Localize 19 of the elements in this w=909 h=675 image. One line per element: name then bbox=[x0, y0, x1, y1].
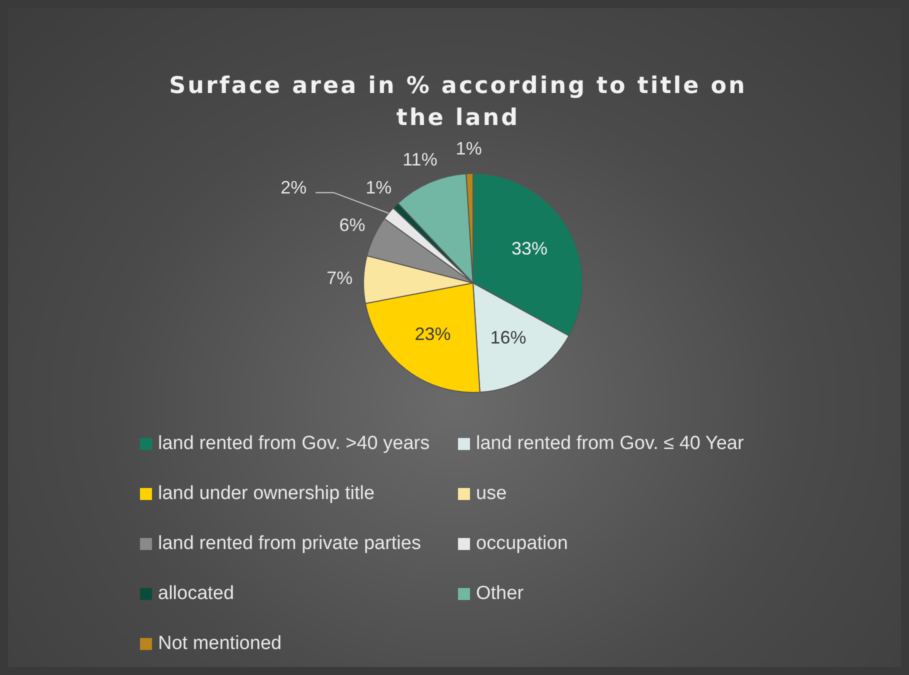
data-label: 6% bbox=[339, 215, 366, 236]
legend-label: land rented from Gov. ≤ 40 Year bbox=[476, 433, 744, 455]
data-label: 11% bbox=[402, 149, 438, 170]
legend-label: land under ownership title bbox=[158, 483, 375, 505]
legend-label: land rented from private parties bbox=[158, 533, 421, 555]
legend-label: Other bbox=[476, 583, 524, 605]
chart-title: Surface area in % according to title on the land bbox=[168, 72, 748, 133]
legend-label: Not mentioned bbox=[158, 633, 282, 655]
legend-label: occupation bbox=[476, 533, 568, 555]
data-label: 2% bbox=[280, 178, 307, 198]
data-label: 23% bbox=[414, 324, 451, 344]
data-label: 1% bbox=[456, 138, 482, 159]
data-label: 1% bbox=[366, 178, 392, 198]
legend-label: land rented from Gov. >40 years bbox=[158, 433, 430, 455]
data-label: 16% bbox=[490, 327, 526, 348]
data-label: 33% bbox=[512, 238, 548, 259]
legend-label: allocated bbox=[158, 583, 234, 605]
legend-label: use bbox=[476, 483, 507, 505]
data-label: 7% bbox=[326, 268, 353, 288]
